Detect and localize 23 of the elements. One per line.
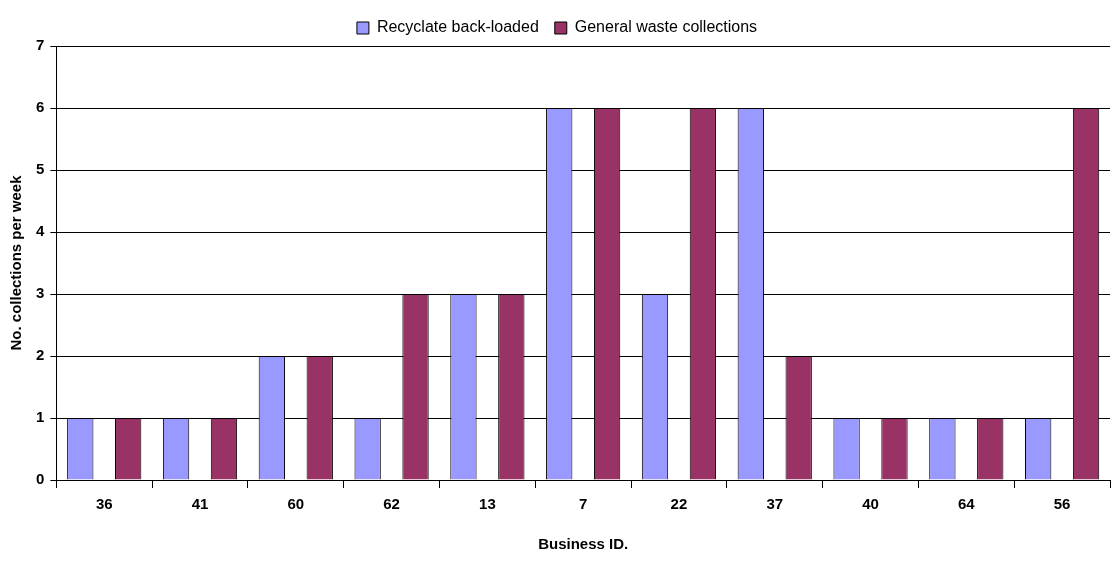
x-axis-title: Business ID. — [538, 535, 629, 553]
y-tick-label: 6 — [36, 98, 45, 116]
y-tick-label: 3 — [36, 284, 45, 302]
x-tick-label: 7 — [579, 495, 588, 513]
x-tick-label: 13 — [479, 495, 496, 513]
y-tick-label: 1 — [36, 408, 45, 426]
x-tick-label: 60 — [287, 495, 305, 513]
y-tick-label: 0 — [36, 470, 45, 488]
x-tick-label: 36 — [95, 495, 113, 513]
legend-label: General waste collections — [574, 18, 758, 36]
y-tick-label: 2 — [36, 346, 45, 364]
x-tick-label: 56 — [1053, 495, 1071, 513]
x-tick-label: 37 — [766, 495, 784, 513]
y-tick-label: 4 — [36, 222, 45, 240]
y-tick-label: 7 — [36, 36, 45, 54]
legend-label: Recyclate back-loaded — [376, 18, 539, 36]
x-tick-label: 41 — [191, 495, 209, 513]
x-tick-label: 40 — [862, 495, 879, 513]
x-tick-label: 64 — [957, 495, 976, 513]
x-tick-label: 62 — [383, 495, 400, 513]
y-tick-label: 5 — [36, 160, 45, 178]
x-tick-label: 22 — [670, 495, 688, 513]
y-axis-title: No. collections per week — [7, 174, 25, 351]
